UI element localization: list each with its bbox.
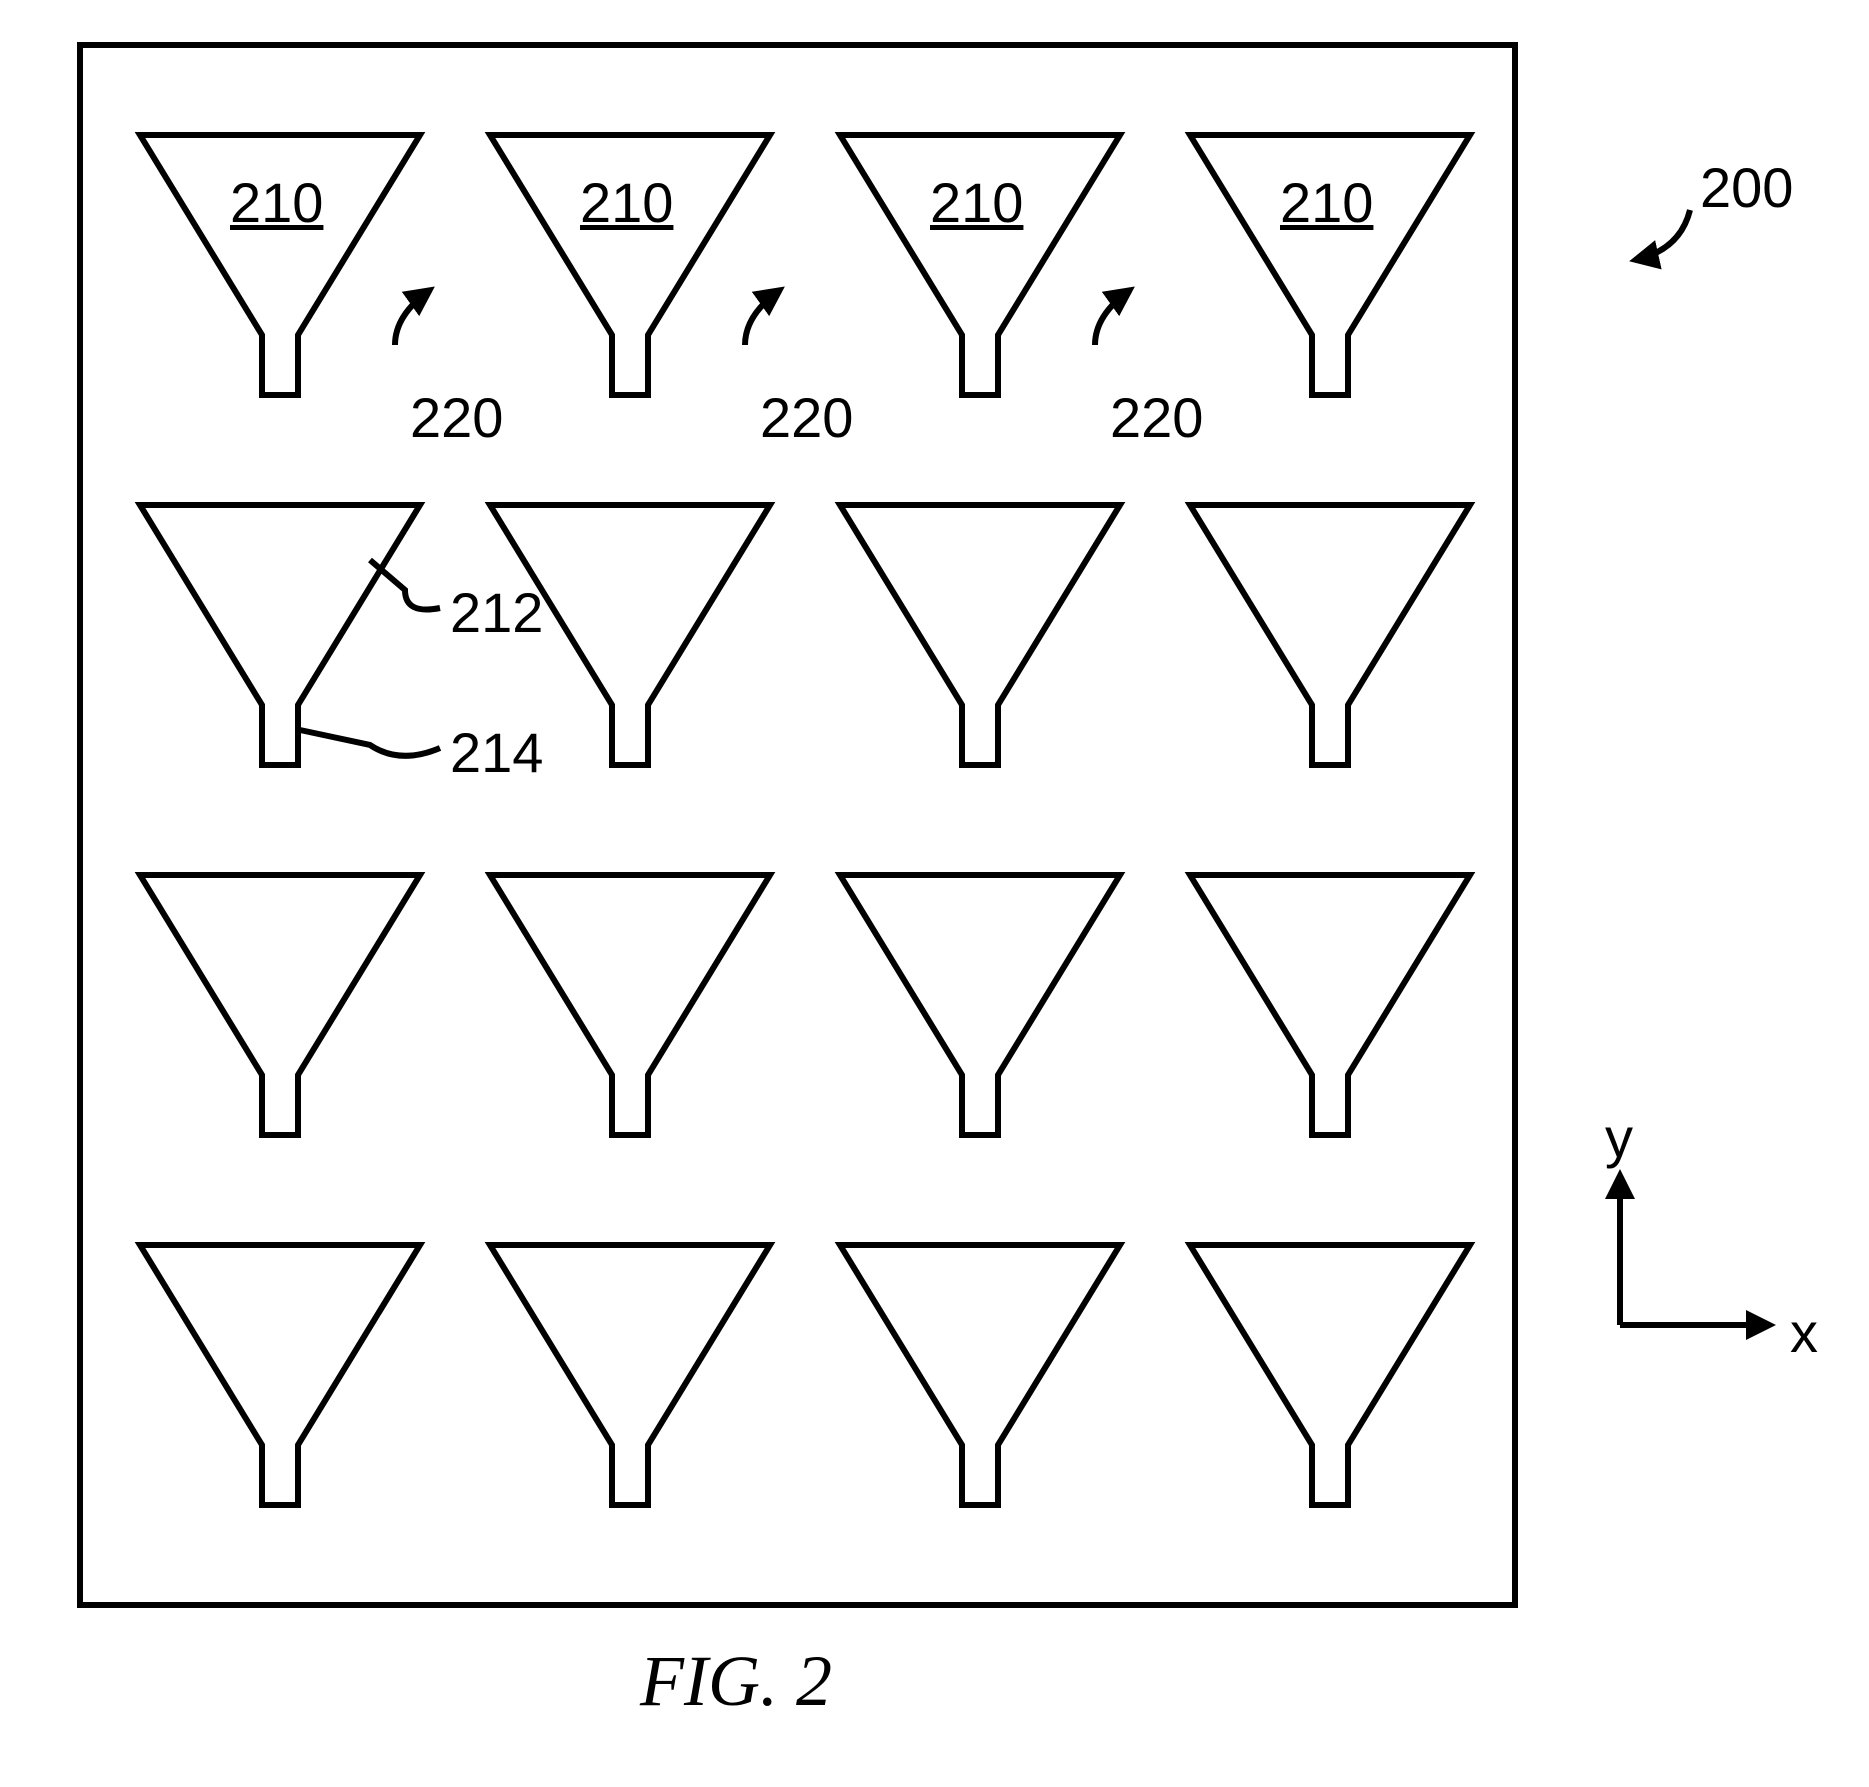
funnel-icon [140, 1245, 420, 1505]
ref-220-leader [745, 290, 780, 345]
funnel-icon [1190, 875, 1470, 1135]
ref-210-label-2: 210 [580, 170, 673, 235]
ref-212-leader [370, 560, 440, 610]
funnel-icon [490, 875, 770, 1135]
funnel-icon [490, 1245, 770, 1505]
axis-x-label: x [1790, 1300, 1818, 1365]
figure-caption: FIG. 2 [640, 1640, 832, 1723]
funnel-icon [840, 505, 1120, 765]
ref-220-label-1: 220 [410, 385, 503, 450]
outer-frame [80, 45, 1515, 1605]
ref-210-label-4: 210 [1280, 170, 1373, 235]
ref-210-label-3: 210 [930, 170, 1023, 235]
ref-214-label: 214 [450, 720, 543, 785]
funnel-icon [140, 505, 420, 765]
ref-212-label: 212 [450, 580, 543, 645]
funnel-icon [1190, 505, 1470, 765]
ref-210-label-1: 210 [230, 170, 323, 235]
axis-y-label: y [1605, 1105, 1633, 1170]
funnel-icon [140, 875, 420, 1135]
ref-220-leader [395, 290, 430, 345]
ref-200-label: 200 [1700, 155, 1793, 220]
ref-200-leader [1635, 210, 1690, 260]
funnel-icon [1190, 1245, 1470, 1505]
ref-220-leader [1095, 290, 1130, 345]
funnel-icon [840, 875, 1120, 1135]
ref-220-label-2: 220 [760, 385, 853, 450]
ref-220-label-3: 220 [1110, 385, 1203, 450]
ref-214-leader [300, 730, 440, 756]
funnel-icon [840, 1245, 1120, 1505]
